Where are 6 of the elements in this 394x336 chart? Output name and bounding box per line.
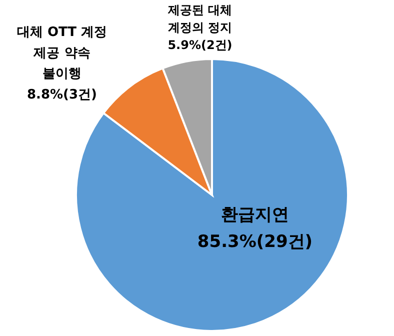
slice-label: 제공된 대체 계정의 정지 — [166, 3, 232, 34]
slice-label: 환급지연 — [221, 205, 289, 225]
data-label: 5.9%(2건) — [168, 38, 232, 52]
slice-label: 대체 OTT 계정 제공 약속 불이행 — [16, 25, 108, 82]
data-label: 8.8%(3건) — [27, 87, 97, 102]
data-label: 85.3%(29건) — [197, 232, 313, 252]
